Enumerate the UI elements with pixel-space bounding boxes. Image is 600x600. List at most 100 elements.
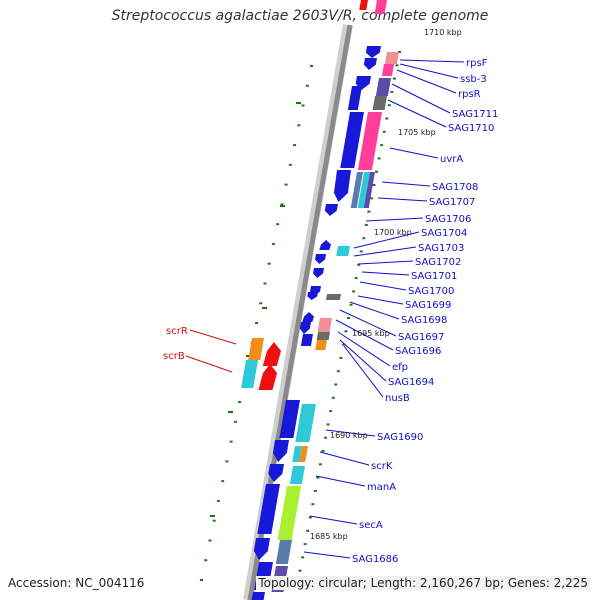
gene-track: [241, 0, 399, 600]
gene-block: [363, 172, 375, 208]
scale-label-1695: 1695 kbp: [352, 329, 390, 338]
scale-label-1705: 1705 kbp: [398, 128, 436, 137]
gene-block: [357, 112, 382, 170]
leader-line: [309, 515, 358, 525]
gene-block: [374, 0, 387, 14]
leader-line: [339, 339, 387, 382]
gene-arrow: [333, 170, 351, 202]
scale-labels: 1710 kbp 1705 kbp 1700 kbp 1695 kbp 1690…: [310, 28, 462, 541]
gene-arrow: [302, 312, 314, 322]
gene-arrow: [258, 364, 277, 390]
gene-label: SAG1707: [429, 197, 475, 208]
gene-block: [241, 360, 258, 388]
scale-label-1710: 1710 kbp: [424, 28, 462, 37]
gene-block: [350, 172, 363, 208]
gene-arrow: [307, 292, 318, 300]
topology-label: Topology: circular; Length: 2,160,267 bp…: [256, 576, 590, 590]
leader-line: [387, 99, 447, 128]
gene-arrow: [299, 322, 311, 334]
gene-block: [359, 0, 368, 10]
gene-block: [375, 78, 391, 96]
leader-line: [377, 197, 428, 202]
gene-label: SAG1708: [432, 182, 478, 193]
scale-label-1690: 1690 kbp: [330, 431, 368, 440]
gene-label: manA: [367, 482, 396, 493]
gene-block: [275, 540, 292, 564]
leader-line: [396, 69, 457, 94]
gene-label: SAG1704: [421, 228, 467, 239]
gene-label: efp: [392, 362, 408, 373]
gene-arrow: [272, 440, 289, 462]
gene-label: nusB: [385, 393, 410, 404]
gene-label: SAG1694: [388, 377, 434, 388]
leader-line: [185, 355, 233, 373]
gene-label: secA: [359, 520, 383, 531]
gene-arrow: [363, 58, 377, 70]
leader-line: [319, 451, 370, 466]
gene-label: SAG1701: [411, 271, 457, 282]
accession-label: Accession: NC_004116: [8, 576, 145, 590]
gene-label: ssb-3: [460, 74, 487, 85]
gene-block: [248, 338, 264, 360]
gene-block: [257, 484, 280, 534]
leader-line: [381, 181, 431, 187]
gene-block: [315, 340, 327, 350]
gene-label: SAG1700: [408, 286, 454, 297]
leader-line: [357, 295, 404, 305]
gene-label: SAG1706: [425, 214, 471, 225]
gene-block: [295, 404, 316, 442]
gene-label: SAG1711: [452, 109, 498, 120]
leader-line: [337, 331, 391, 367]
gene-block: [325, 294, 341, 300]
gene-block: [340, 112, 364, 168]
leader-line: [343, 345, 384, 398]
gene-block: [384, 52, 399, 64]
gene-label-red: scrR: [166, 326, 188, 337]
gene-block: [277, 486, 301, 540]
leader-line: [353, 246, 417, 257]
gene-labels-left: scrR scrB: [163, 326, 188, 362]
tick-marks: [200, 51, 401, 585]
gene-block: [372, 96, 387, 110]
gene-label: uvrA: [440, 154, 463, 165]
gene-label: scrK: [371, 461, 393, 472]
gene-block: [292, 446, 302, 462]
gene-label: SAG1703: [418, 243, 464, 254]
gene-labels-right: rpsF ssb-3 rpsR SAG1711 SAG1710 uvrA SAG…: [352, 58, 498, 565]
leader-line: [389, 147, 439, 159]
gene-label: SAG1702: [415, 257, 461, 268]
gene-block: [316, 332, 330, 340]
map-title: Streptococcus agalactiae 2603V/R, comple…: [111, 8, 489, 24]
gene-block: [289, 466, 305, 484]
gene-label: SAG1696: [395, 346, 441, 357]
gene-label: SAG1686: [352, 554, 398, 565]
gene-label-red: scrB: [163, 351, 185, 362]
gene-arrow: [253, 538, 270, 560]
gene-arrow: [262, 342, 281, 366]
gene-arrow: [324, 204, 338, 216]
gene-block: [336, 246, 350, 256]
gene-label: SAG1699: [405, 300, 451, 311]
gene-label: SAG1698: [401, 315, 447, 326]
gene-block: [300, 334, 313, 346]
gene-arrow: [313, 268, 324, 278]
gene-arrow: [319, 240, 331, 250]
gene-block: [347, 86, 362, 110]
gene-block: [357, 172, 370, 208]
leader-line: [359, 281, 407, 291]
leader-line: [391, 83, 451, 114]
leader-line: [189, 329, 237, 345]
leader-line: [357, 260, 414, 265]
gene-arrow: [268, 464, 284, 482]
gene-block: [299, 446, 308, 462]
gene-block: [251, 592, 265, 600]
gene-label: rpsR: [458, 89, 481, 100]
gene-label: SAG1697: [398, 332, 444, 343]
leader-line: [399, 59, 465, 63]
gene-arrow: [315, 254, 326, 264]
leader-line: [349, 301, 400, 320]
gene-label: SAG1690: [377, 432, 423, 443]
scale-label-1700: 1700 kbp: [374, 228, 412, 237]
gene-block: [279, 400, 300, 438]
